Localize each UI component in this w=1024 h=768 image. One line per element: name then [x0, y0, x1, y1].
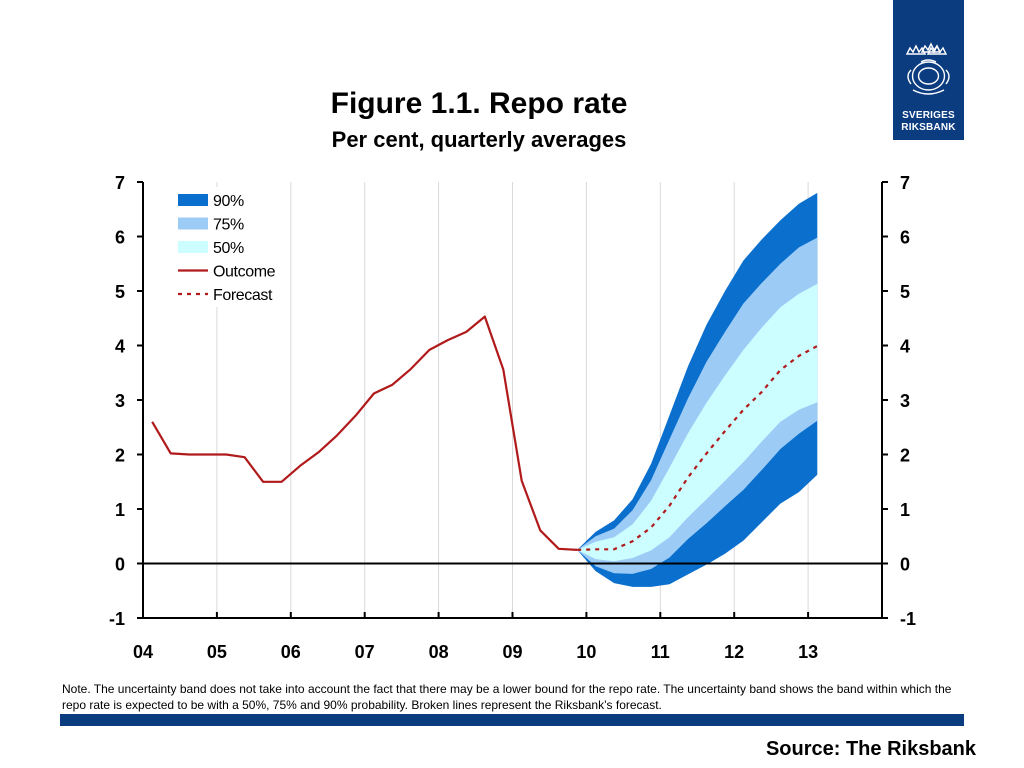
- y-tick-label-right: -1: [900, 609, 916, 629]
- y-tick-label-right: 3: [900, 391, 910, 411]
- x-tick-label: 04: [133, 642, 153, 662]
- band-75: [577, 237, 818, 574]
- series-outcome-line: [151, 315, 578, 551]
- legend-label-forecast: Forecast: [213, 287, 273, 304]
- y-tick-label-left: 7: [115, 173, 125, 193]
- footer-bar: [60, 714, 964, 726]
- x-tick-label: 12: [724, 642, 744, 662]
- legend-swatch-50: [178, 241, 208, 253]
- y-tick-label-left: 2: [115, 446, 125, 466]
- y-tick-label-left: 1: [115, 500, 125, 520]
- x-tick-label: 07: [355, 642, 375, 662]
- legend-label-outcome: Outcome: [213, 264, 276, 281]
- legend: 90% 75% 50% Outcome Forecast: [170, 187, 290, 307]
- y-tick-label-left: 3: [115, 391, 125, 411]
- y-tick-label-left: -1: [109, 609, 125, 629]
- chart-note: Note. The uncertainty band does not take…: [62, 682, 952, 712]
- y-tick-label-left: 5: [115, 282, 125, 302]
- legend-label-50: 50%: [213, 240, 244, 257]
- series-forecast-line: [577, 345, 818, 551]
- y-tick-label-right: 1: [900, 500, 910, 520]
- crown-emblem-icon: [905, 42, 950, 95]
- x-tick-label: 13: [798, 642, 818, 662]
- x-tick-label: 08: [429, 642, 449, 662]
- y-tick-label-right: 6: [900, 228, 910, 248]
- y-tick-label-left: 0: [115, 555, 125, 575]
- x-tick-label: 11: [651, 642, 670, 662]
- legend-label-90: 90%: [213, 193, 244, 210]
- x-tick-label: 09: [502, 642, 522, 662]
- y-tick-label-right: 5: [900, 282, 910, 302]
- legend-swatch-90: [178, 194, 208, 206]
- legend-label-75: 75%: [213, 217, 244, 234]
- logo-line1: SVERIGES: [902, 110, 955, 121]
- y-tick-label-right: 4: [900, 337, 910, 357]
- x-tick-label: 10: [576, 642, 596, 662]
- y-tick-label-right: 2: [900, 446, 910, 466]
- logo-line2: RIKSBANK: [901, 122, 956, 133]
- legend-swatch-75: [178, 217, 208, 230]
- chart-subtitle: Per cent, quarterly averages: [331, 127, 627, 152]
- repo-rate-chart: 7 76 65 54 43 32 21 10 0-1 -104 05 06 07 08 09 10 11 12 13…: [109, 173, 916, 662]
- source-label: Source: The Riksbank: [765, 738, 976, 760]
- x-tick-label: 06: [281, 642, 301, 662]
- riksbank-logo: SVERIGES RIKSBANK: [893, 0, 964, 140]
- y-tick-label-right: 0: [900, 555, 910, 575]
- y-tick-label-left: 6: [115, 228, 125, 248]
- y-tick-label-right: 7: [900, 173, 910, 193]
- y-tick-label-left: 4: [115, 337, 125, 357]
- chart-title: Figure 1.1. Repo rate: [330, 87, 628, 120]
- x-tick-label: 05: [207, 642, 227, 662]
- band-50: [577, 283, 818, 562]
